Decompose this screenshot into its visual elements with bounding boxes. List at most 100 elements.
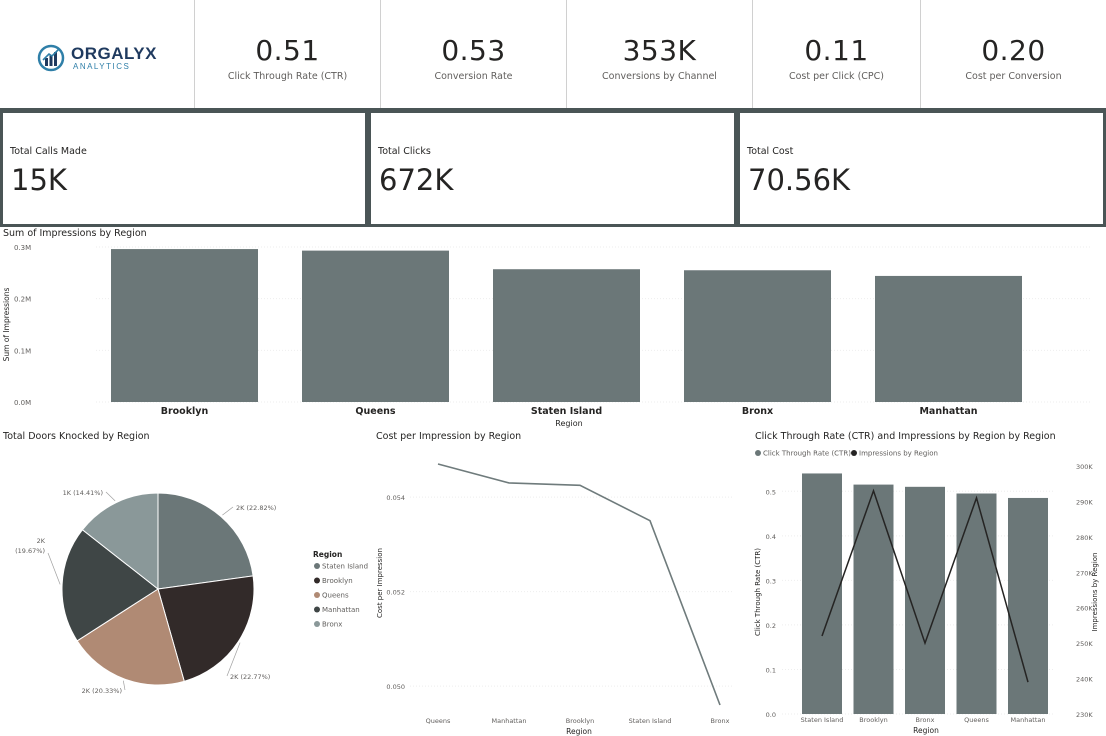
kpi-conversion-rate[interactable]: 0.53 Conversion Rate (381, 0, 567, 109)
x-axis-title: Region (566, 727, 592, 736)
card-total-clicks[interactable]: Total Clicks 672K (368, 110, 737, 227)
kpi-value: 0.20 (981, 33, 1046, 67)
impressions-bar-chart: 0.0M 0.1M 0.2M 0.3M Sum of Impressions Brookl… (2, 244, 1090, 428)
legend-label: Bronx (322, 621, 342, 629)
y-tick-label: 0.5 (766, 488, 776, 496)
company-logo: ORGALYX ANALYTICS (37, 44, 157, 72)
leader-line (226, 642, 241, 677)
leader-line (47, 552, 61, 585)
card-label: Total Cost (747, 146, 794, 157)
kpi-value: 0.53 (441, 33, 506, 67)
kpi-value: 0.51 (255, 33, 320, 67)
y-axis-title: Sum of Impressions (2, 288, 11, 362)
kpi-value: 353K (622, 33, 697, 67)
bar (956, 493, 997, 714)
kpi-cpc[interactable]: 0.11 Cost per Click (CPC) (753, 0, 921, 109)
pie-slice (81, 492, 159, 591)
kpi-ctr[interactable]: 0.51 Click Through Rate (CTR) (195, 0, 381, 109)
y-tick-label: 0.0 (766, 711, 776, 719)
doors-chart-title: Total Doors Knocked by Region (3, 431, 150, 442)
x-tick-label: Manhattan (919, 406, 977, 417)
x-tick-label: Queens (964, 716, 989, 724)
legend-marker (314, 606, 320, 613)
card-total-cost[interactable]: Total Cost 70.56K (737, 110, 1106, 227)
bar (493, 269, 640, 402)
leader-line (105, 491, 116, 502)
bar (1008, 497, 1048, 714)
kpi-value: 0.11 (804, 33, 869, 67)
kpi-label: Conversion Rate (434, 70, 513, 82)
x-tick-label: Staten Island (801, 716, 844, 724)
data-label: 1K (14.41%) (63, 489, 103, 497)
x-tick-label: Staten Island (629, 717, 672, 725)
x-tick-label: Manhattan (491, 717, 526, 725)
data-label: (19.67%) (15, 547, 45, 555)
y-tick-label: 0.2M (14, 296, 31, 304)
y-axis-title: Cost per Impression (376, 548, 384, 618)
y-tick-label: 0.0M (14, 399, 31, 407)
legend-marker (314, 563, 320, 569)
y-tick-label: 0.3M (14, 244, 31, 252)
y-tick-label: 0.054 (386, 494, 405, 502)
y-tick-label: 0.3 (766, 577, 776, 585)
cost-per-impression-title: Cost per Impression by Region (376, 431, 522, 442)
legend-marker (755, 450, 761, 456)
kpi-label: Cost per Click (CPC) (788, 70, 884, 82)
bar (853, 484, 894, 714)
y2-tick-label: 280K (1076, 534, 1093, 542)
y-tick-label: 0.2 (766, 622, 776, 630)
y-axis-title: Click Through Rate (CTR) (754, 548, 762, 636)
pie-slice (157, 575, 255, 682)
x-tick-label: Brooklyn (161, 406, 209, 417)
leader-line (222, 506, 234, 516)
y-tick-label: 0.1M (14, 347, 31, 355)
data-label: 2K (22.77%) (230, 673, 270, 681)
series-line (437, 463, 721, 706)
legend-label: Impressions by Region (859, 450, 938, 458)
leader-line (122, 680, 126, 691)
legend-marker (851, 450, 857, 456)
bar (684, 270, 831, 402)
x-tick-label: Queens (426, 717, 451, 725)
legend-marker (314, 592, 320, 598)
y-tick-label: 0.1 (766, 666, 776, 674)
logo-subtitle: ANALYTICS (72, 61, 131, 71)
card-label: Total Calls Made (10, 146, 87, 157)
y2-tick-label: 240K (1076, 676, 1093, 684)
y-tick-label: 0.052 (386, 589, 405, 597)
y-tick-label: 0.050 (386, 683, 405, 691)
legend-marker (314, 621, 320, 627)
logo-cell: ORGALYX ANALYTICS (0, 0, 195, 109)
bar (111, 249, 258, 402)
x-tick-label: Brooklyn (859, 716, 887, 724)
x-tick-label: Queens (355, 406, 395, 417)
data-label: 2K (20.33%) (82, 687, 122, 695)
y-tick-label: 0.4 (766, 533, 776, 541)
x-tick-label: Bronx (916, 716, 935, 724)
kpi-row: ORGALYX ANALYTICS 0.51 Click Through Rat… (0, 0, 1106, 109)
kpi-label: Cost per Conversion (965, 70, 1062, 82)
kpi-conversions-by-channel[interactable]: 353K Conversions by Channel (567, 0, 753, 109)
x-tick-label: Bronx (742, 406, 773, 417)
x-tick-label: Staten Island (531, 406, 602, 417)
x-tick-label: Manhattan (1010, 716, 1045, 724)
bar (302, 250, 449, 402)
bar (905, 486, 945, 714)
legend-label: Brooklyn (322, 577, 353, 585)
y2-axis-title: Impressions by Region (1091, 553, 1099, 632)
data-label: 2K (22.82%) (236, 504, 276, 512)
logo-icon (37, 44, 65, 71)
card-label: Total Clicks (378, 146, 431, 157)
y2-tick-label: 290K (1076, 498, 1093, 506)
card-value: 70.56K (748, 163, 851, 197)
kpi-cost-per-conversion[interactable]: 0.20 Cost per Conversion (921, 0, 1106, 109)
impressions-chart-title: Sum of Impressions by Region (3, 228, 147, 239)
y2-tick-label: 270K (1076, 569, 1093, 577)
y2-tick-label: 230K (1076, 711, 1093, 719)
legend-title: Region (313, 550, 342, 559)
card-total-calls[interactable]: Total Calls Made 15K (0, 110, 368, 227)
series-line (821, 488, 1029, 683)
bar (802, 473, 842, 714)
legend-label: Click Through Rate (CTR) (763, 450, 851, 458)
bar (875, 275, 1022, 402)
